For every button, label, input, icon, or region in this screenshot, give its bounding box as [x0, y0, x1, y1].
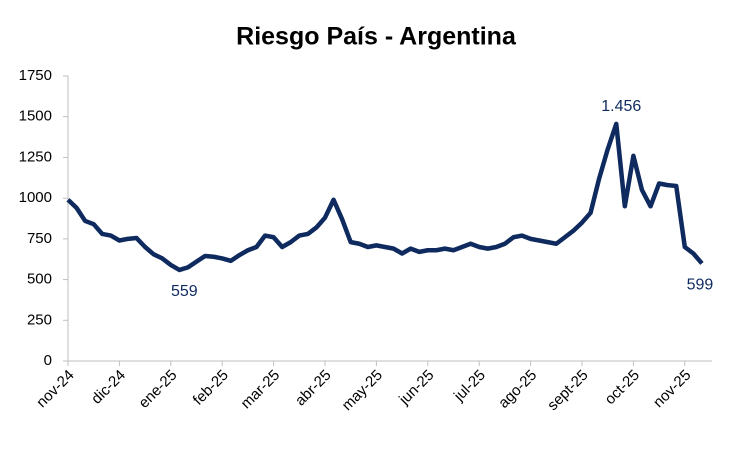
chart-title: Riesgo País - Argentina — [236, 23, 517, 51]
y-tick-label: 0 — [44, 352, 52, 369]
x-tick-label: may-25 — [339, 367, 386, 414]
y-tick-label: 250 — [27, 311, 52, 328]
x-tick-label: nov-24 — [33, 367, 77, 411]
value-label: 599 — [687, 277, 714, 294]
y-tick-label: 500 — [27, 271, 52, 288]
value-label: 1.456 — [601, 98, 641, 115]
y-tick-label: 1750 — [19, 67, 52, 84]
x-tick-label: nov-25 — [650, 367, 694, 411]
y-tick-label: 750 — [27, 230, 52, 247]
x-tick-label: ene-25 — [135, 367, 180, 412]
x-tick-label: ago-25 — [495, 367, 540, 412]
y-tick-label: 1000 — [19, 189, 52, 206]
x-tick-label: sept-25 — [544, 367, 591, 414]
x-tick-label: mar-25 — [238, 367, 284, 413]
x-tick-label: jul-25 — [450, 367, 489, 406]
x-tick-label: jun-25 — [395, 367, 437, 409]
value-label: 559 — [171, 283, 198, 300]
y-tick-label: 1250 — [19, 148, 52, 165]
x-tick-label: oct-25 — [602, 367, 644, 409]
x-tick-label: feb-25 — [190, 367, 232, 409]
line — [66, 121, 704, 273]
x-tick-label: abr-25 — [292, 367, 335, 410]
y-tick-label: 1500 — [19, 108, 52, 125]
x-tick-label: dic-24 — [88, 367, 129, 408]
